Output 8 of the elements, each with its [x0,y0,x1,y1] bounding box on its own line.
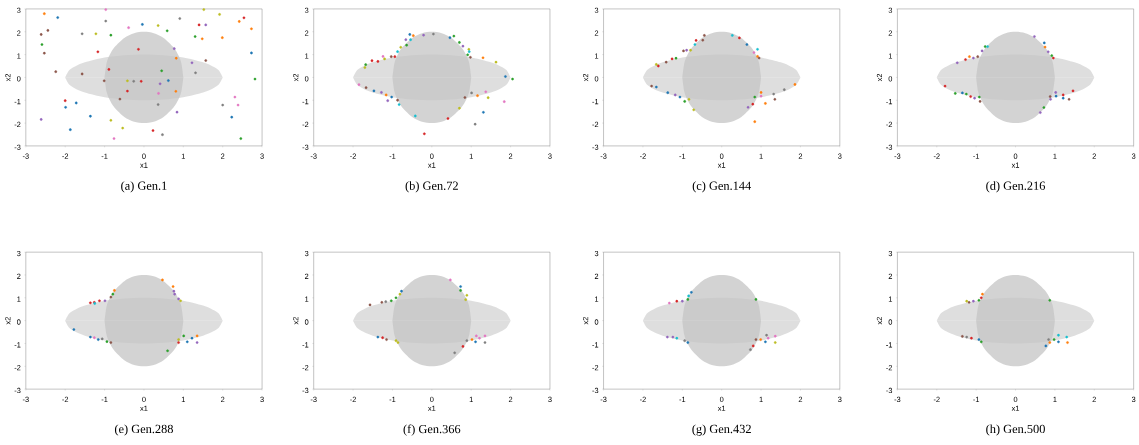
text: (a) Gen.1 [121,181,167,193]
text: (g) Gen.432 [692,424,751,436]
text: (f) Gen.366 [403,424,461,436]
text: (c) Gen.144 [692,181,752,193]
text: (b) Gen.72 [405,181,458,193]
text: (e) Gen.288 [114,424,173,436]
text: (d) Gen.216 [986,181,1046,193]
text: (h) Gen.500 [986,424,1045,436]
